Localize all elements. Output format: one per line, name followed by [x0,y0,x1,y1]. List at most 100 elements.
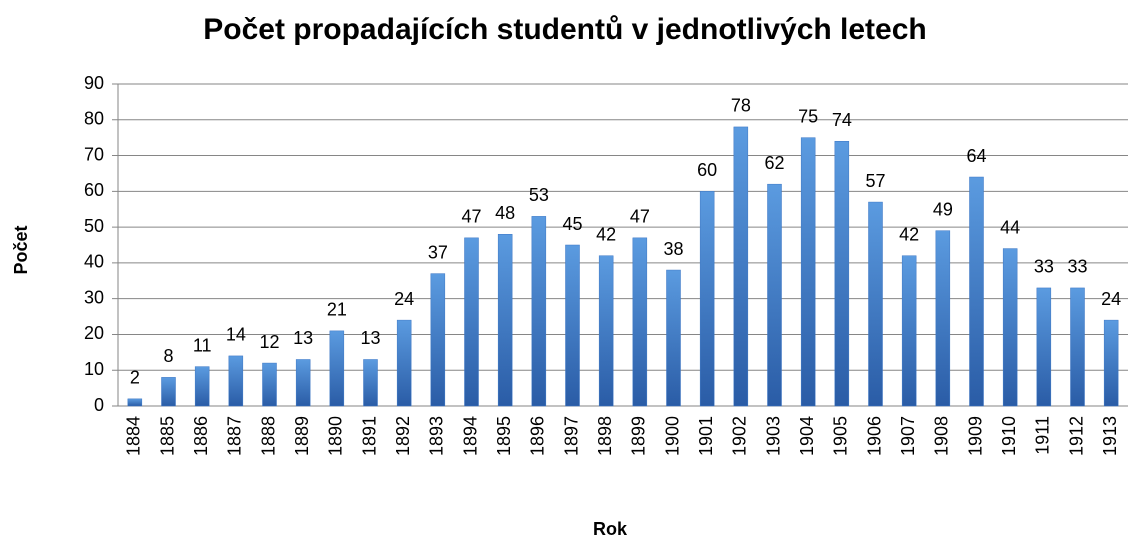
bar [699,191,715,407]
x-tick-label: 1895 [494,416,514,456]
x-tick-label: 1896 [528,416,548,456]
x-tick-label: 1888 [258,416,278,456]
data-label: 2 [130,368,140,388]
y-tick-label: 90 [84,73,104,93]
x-tick-label: 1885 [157,416,177,456]
bar [194,366,210,407]
bar [565,244,580,407]
bar [127,398,143,407]
data-label: 45 [562,214,582,234]
bar [430,273,446,407]
x-tick-label: 1890 [326,416,346,456]
x-tick-label: 1897 [561,416,581,456]
x-tick-label: 1901 [696,416,716,456]
x-tick-label: 1898 [595,416,615,456]
data-label: 47 [461,207,481,227]
data-label: 14 [226,325,246,345]
bar [1002,248,1018,407]
bar [733,126,749,407]
x-tick-label: 1905 [831,416,851,456]
x-tick-label: 1894 [460,416,480,456]
data-label: 13 [293,328,313,348]
data-label: 48 [495,203,515,223]
bar [598,255,614,407]
data-label: 44 [1000,217,1020,237]
y-tick-label: 30 [84,287,104,307]
data-label: 47 [630,207,650,227]
bar [228,355,244,407]
data-label: 62 [764,153,784,173]
bar [767,183,782,407]
data-label: 57 [865,171,885,191]
bar [1103,319,1119,407]
bar [262,362,277,407]
x-tick-label: 1884 [124,416,144,456]
chart-title: Počet propadajících studentů v jednotliv… [203,13,927,46]
x-tick-label: 1886 [191,416,211,456]
x-tick-label: 1899 [629,416,649,456]
data-label: 11 [193,335,212,355]
data-label: 38 [663,239,683,259]
data-label: 42 [899,224,919,244]
bar [1036,287,1052,407]
data-label: 33 [1034,257,1054,277]
data-label: 33 [1067,257,1087,277]
bar [464,237,479,407]
bar [363,359,378,407]
x-tick-label: 1906 [864,416,884,456]
bar [329,330,345,407]
bar [161,377,176,407]
y-tick-label: 70 [84,144,104,164]
x-tick-label: 1892 [393,416,413,456]
data-label: 74 [832,110,852,130]
data-label: 24 [394,289,414,309]
bar [935,230,951,407]
x-tick-label: 1910 [999,416,1019,456]
data-label: 24 [1101,289,1121,309]
bar [1070,287,1085,407]
x-tick-label: 1909 [965,416,985,456]
data-label: 12 [259,332,279,352]
data-label: 21 [327,300,347,320]
data-label: 64 [966,146,986,166]
data-label: 75 [798,106,818,126]
x-tick-label: 1900 [662,416,682,456]
bar [632,237,648,407]
x-tick-label: 1893 [427,416,447,456]
y-tick-label: 60 [84,180,104,200]
x-tick-label: 1912 [1066,416,1086,456]
y-tick-label: 0 [94,395,104,415]
x-axis-title: Rok [593,519,628,539]
bar [396,319,412,407]
bar [969,176,984,407]
x-tick-label: 1904 [797,416,817,456]
y-tick-label: 50 [84,216,104,236]
bar [666,269,681,407]
data-label: 49 [933,199,953,219]
x-tick-label: 1911 [1033,416,1053,455]
bar [868,201,883,407]
data-label: 60 [697,160,717,180]
bar [901,255,917,407]
y-axis-title: Počet [11,225,31,274]
bar [531,216,547,407]
data-label: 13 [360,328,380,348]
y-tick-label: 40 [84,252,104,272]
x-tick-label: 1902 [730,416,750,456]
x-tick-label: 1913 [1100,416,1120,456]
y-tick-label: 80 [84,109,104,129]
x-tick-label: 1889 [292,416,312,456]
y-tick-label: 20 [84,323,104,343]
x-tick-label: 1887 [225,416,245,456]
bar [834,140,850,407]
x-tick-label: 1903 [763,416,783,456]
x-tick-label: 1891 [359,416,379,456]
data-label: 78 [731,96,751,116]
y-tick-label: 10 [84,359,104,379]
bar [295,359,311,407]
x-tick-label: 1907 [898,416,918,456]
x-tick-label: 1908 [932,416,952,456]
data-label: 37 [428,242,448,262]
data-label: 8 [163,346,173,366]
